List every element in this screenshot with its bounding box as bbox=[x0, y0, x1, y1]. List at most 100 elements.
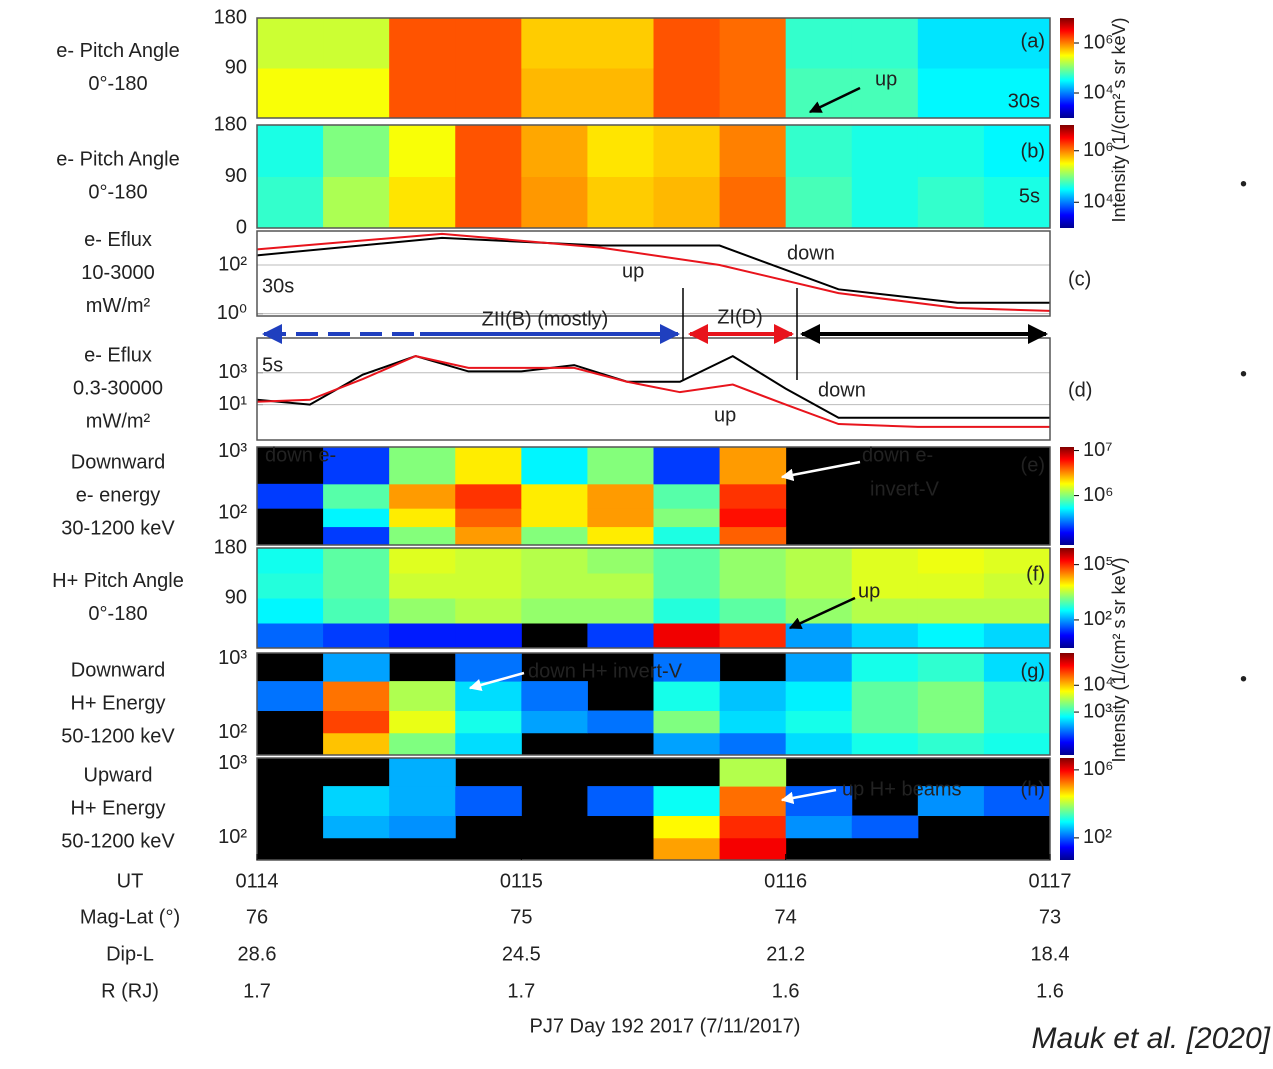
heatmap-cell bbox=[455, 18, 522, 69]
heatmap-cell bbox=[389, 786, 456, 817]
heatmap-cell bbox=[455, 732, 522, 756]
colorbar bbox=[1060, 18, 1074, 118]
ephemeris-label: UT bbox=[117, 870, 144, 892]
heatmap-cell bbox=[851, 653, 919, 682]
annotation: invert-V bbox=[870, 478, 940, 500]
heatmap-cell bbox=[983, 732, 1051, 756]
ephemeris-value: 1.7 bbox=[243, 980, 271, 1002]
series-line bbox=[256, 232, 1051, 312]
heatmap-cell bbox=[983, 653, 1051, 682]
heatmap-cell bbox=[785, 548, 853, 574]
x-tick-label: 0117 bbox=[1028, 870, 1071, 892]
y-axis-label: 0.3-30000 bbox=[73, 377, 163, 399]
y-axis-label: 50-1200 keV bbox=[61, 725, 175, 747]
heatmap-cell bbox=[521, 548, 588, 574]
heatmap-cell bbox=[323, 18, 390, 69]
heatmap-cell bbox=[653, 653, 721, 682]
heatmap-cell bbox=[719, 623, 787, 649]
heatmap-cell bbox=[587, 526, 654, 546]
heatmap-cell bbox=[323, 483, 390, 509]
heatmap-cell bbox=[521, 176, 588, 229]
panel-label: (e) bbox=[1021, 454, 1045, 476]
heatmap-cell bbox=[455, 681, 522, 712]
y-axis-label: 0°-180 bbox=[88, 603, 147, 625]
plot-frame bbox=[256, 230, 1051, 317]
heatmap-cell bbox=[719, 681, 787, 712]
heatmap-cell bbox=[389, 548, 456, 574]
heatmap-cell bbox=[521, 526, 588, 546]
y-axis-label: e- energy bbox=[76, 484, 161, 506]
heatmap-cell bbox=[521, 447, 588, 485]
arrow bbox=[468, 671, 525, 692]
heatmap-cell bbox=[587, 548, 654, 574]
heatmap-cell bbox=[917, 68, 985, 119]
heatmap-cell bbox=[455, 447, 522, 485]
y-tick-label: 10³ bbox=[218, 361, 247, 383]
heatmap-cell bbox=[653, 837, 721, 861]
y-tick-label: 0 bbox=[236, 216, 247, 238]
heatmap-cell bbox=[257, 483, 324, 509]
heatmap-cell bbox=[851, 732, 919, 756]
heatmap-cell bbox=[257, 68, 324, 119]
y-tick-label: 90 bbox=[225, 586, 247, 608]
heatmap-cell bbox=[323, 125, 390, 177]
y-tick-label: 180 bbox=[214, 6, 247, 28]
series-line bbox=[256, 354, 1050, 419]
colorbar-tick-label: 10³ bbox=[1083, 700, 1112, 722]
heatmap-cell bbox=[719, 710, 787, 734]
heatmap-cell bbox=[917, 681, 985, 712]
heatmap-cell bbox=[851, 710, 919, 734]
heatmap-cell bbox=[785, 786, 853, 817]
heatmap-cell bbox=[719, 598, 787, 624]
heatmap-cell bbox=[983, 573, 1051, 599]
heatmap-cell bbox=[587, 176, 654, 229]
heatmap-cell bbox=[521, 573, 588, 599]
heatmap-cell bbox=[719, 18, 787, 69]
heatmap-cell bbox=[785, 18, 853, 69]
heatmap-cell bbox=[455, 598, 522, 624]
heatmap-cell bbox=[323, 681, 390, 712]
x-tick-label: 0114 bbox=[235, 870, 278, 892]
heatmap-cell bbox=[389, 125, 456, 177]
y-axis-label: 10-3000 bbox=[81, 262, 154, 284]
heatmap-cell bbox=[587, 125, 654, 177]
heatmap-cell bbox=[521, 483, 588, 509]
heatmap-cell bbox=[719, 68, 787, 119]
heatmap-cell bbox=[653, 68, 721, 119]
heatmap-cell bbox=[323, 68, 390, 119]
annotation: 30s bbox=[262, 275, 294, 297]
heatmap-cell bbox=[587, 447, 654, 485]
heatmap-cell bbox=[455, 548, 522, 574]
heatmap-cell bbox=[917, 710, 985, 734]
y-axis-label: Upward bbox=[84, 764, 153, 786]
heatmap-cell bbox=[785, 623, 853, 649]
heatmap-cell bbox=[653, 548, 721, 574]
heatmap-cell bbox=[785, 681, 853, 712]
heatmap-cell bbox=[389, 526, 456, 546]
heatmap-cell bbox=[719, 125, 787, 177]
series-label: down bbox=[818, 379, 866, 401]
heatmap-cell bbox=[455, 68, 522, 119]
heatmap-cell bbox=[917, 573, 985, 599]
annotation: up H+ beams bbox=[842, 778, 962, 800]
ephemeris-value: 74 bbox=[775, 906, 797, 928]
y-tick-label: 90 bbox=[225, 165, 247, 187]
heatmap-cell bbox=[851, 548, 919, 574]
heatmap-cell bbox=[785, 573, 853, 599]
panel-label: (c) bbox=[1068, 268, 1091, 290]
ephemeris-value: 1.6 bbox=[772, 980, 800, 1002]
annotation: ZII(B) (mostly) bbox=[482, 308, 609, 330]
heatmap-cell bbox=[587, 18, 654, 69]
panel-label: (a) bbox=[1021, 30, 1045, 52]
colorbar bbox=[1060, 447, 1074, 545]
heatmap-cell bbox=[917, 18, 985, 69]
heatmap-cell bbox=[719, 526, 787, 546]
heatmap-cell bbox=[389, 176, 456, 229]
bullet: • bbox=[1240, 668, 1247, 690]
plot-area bbox=[257, 338, 1050, 440]
heatmap-cell bbox=[917, 623, 985, 649]
plot-frame bbox=[256, 446, 1051, 546]
heatmap-cell bbox=[653, 815, 721, 839]
heatmap-cell bbox=[389, 483, 456, 509]
heatmap-cell bbox=[983, 623, 1051, 649]
